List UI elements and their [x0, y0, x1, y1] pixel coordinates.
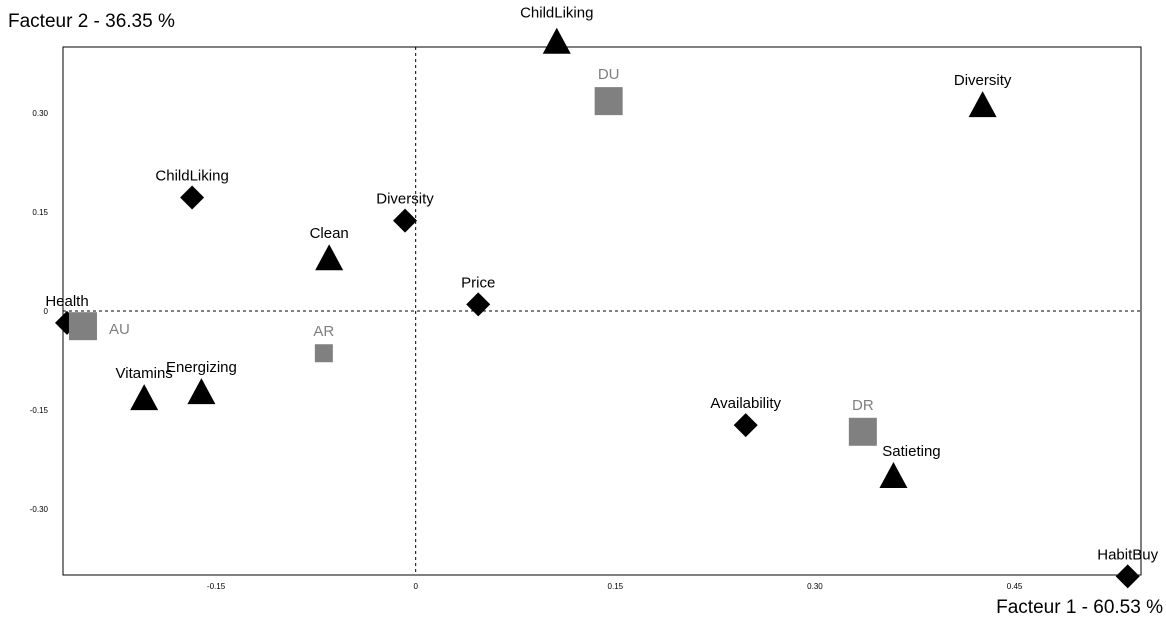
point-label: ChildLiking: [520, 5, 593, 22]
triangle-marker: [879, 462, 908, 488]
point-label: Satieting: [882, 443, 940, 460]
reference-lines: [63, 47, 1141, 575]
point-label: Energizing: [166, 359, 237, 376]
y-axis-title: Facteur 2 - 36.35 %: [8, 11, 175, 32]
y-tick-label: -0.30: [30, 505, 49, 514]
point-label: Clean: [310, 225, 349, 242]
square-marker: [848, 417, 877, 446]
y-tick-label: -0.15: [30, 406, 49, 415]
point-label: HabitBuy: [1097, 546, 1158, 563]
diamond-marker: [393, 208, 418, 233]
x-axis-title: Facteur 1 - 60.53 %: [996, 597, 1163, 617]
square-marker: [68, 312, 97, 341]
point-label: Price: [461, 274, 495, 291]
point-label: Health: [45, 293, 88, 310]
group-label: DU: [598, 66, 620, 83]
square-marker: [594, 87, 623, 116]
x-tick-label: 0.15: [608, 582, 624, 591]
triangle-marker: [130, 384, 159, 411]
group-label: DR: [852, 397, 874, 414]
point-label: ChildLiking: [155, 167, 228, 184]
square-marker: [314, 344, 333, 363]
x-tick-label: 0.30: [807, 582, 823, 591]
y-tick-label: 0.15: [32, 208, 48, 217]
group-label: AR: [313, 323, 334, 340]
x-tick-label: 0: [413, 582, 418, 591]
triangle-marker: [542, 27, 571, 54]
group-label: AU: [109, 321, 130, 338]
point-label: Diversity: [954, 72, 1012, 89]
diamond-marker: [733, 413, 758, 438]
point-label: Availability: [710, 395, 781, 412]
diamond-marker: [466, 292, 491, 317]
triangle-marker: [315, 244, 344, 271]
axis-ticks: -0.15 0 0.15 0.30 0.45 0.30 0.15 0 -0.15 -0.30: [30, 109, 1023, 591]
point-label: Vitamins: [116, 365, 173, 382]
triangle-marker: [187, 378, 216, 405]
point-label: Diversity: [376, 191, 434, 208]
y-tick-label: 0.30: [32, 109, 48, 118]
x-tick-label: -0.15: [207, 582, 226, 591]
diamond-marker: [180, 185, 205, 210]
data-marks: Health ChildLiking Diversity Price Availabil…: [45, 5, 1159, 589]
x-tick-label: 0.45: [1007, 582, 1023, 591]
diamond-marker: [1115, 564, 1140, 589]
triangle-marker: [968, 91, 997, 118]
plot-frame: [62, 46, 1142, 576]
y-tick-label: 0: [44, 307, 49, 316]
